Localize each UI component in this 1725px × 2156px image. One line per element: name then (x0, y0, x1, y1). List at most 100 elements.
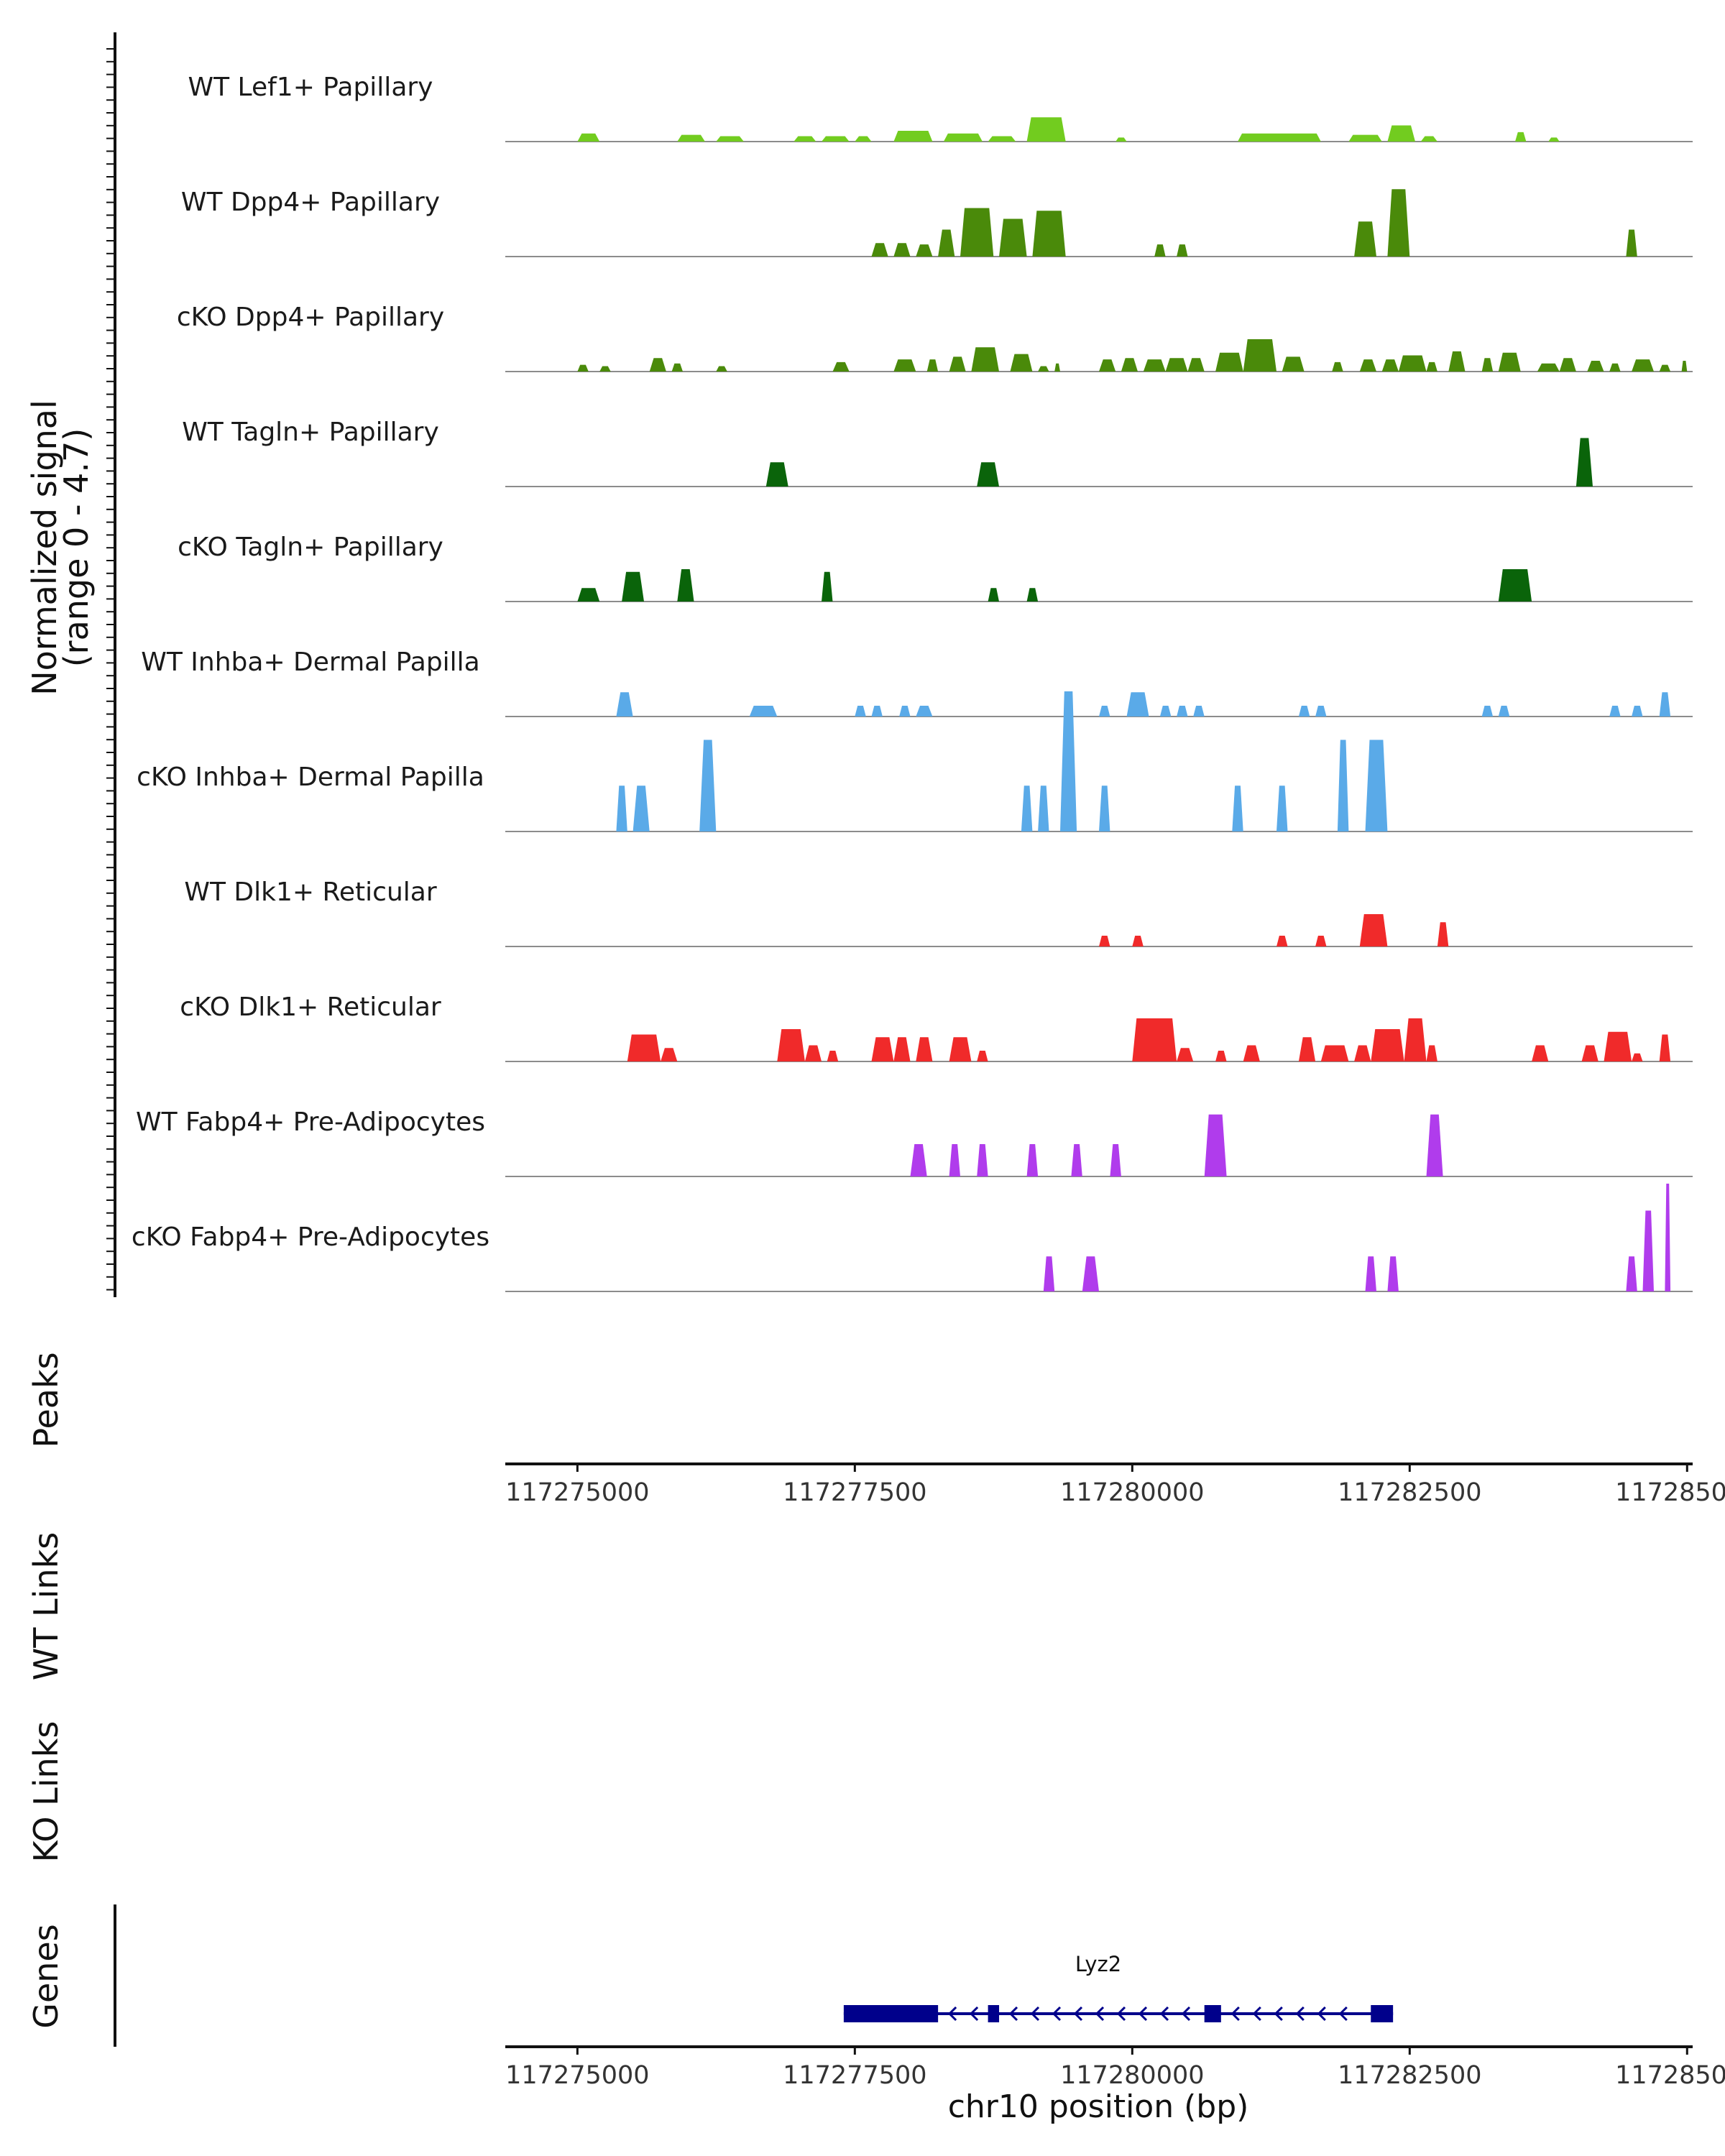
coverage-peak (1038, 786, 1049, 831)
coverage-peak (1121, 358, 1138, 372)
track-title: cKO Inhba+ Dermal Papilla (137, 763, 484, 792)
coverage-peak (1099, 786, 1110, 831)
x-ticks-bottom: 117275000 117277500 117280000 117282500 1172… (505, 2047, 1725, 2090)
coverage-peak (1232, 786, 1243, 831)
coverage-peak (827, 1051, 839, 1061)
strand-arrow (1008, 2006, 1018, 2022)
coverage-peak (822, 136, 850, 142)
coverage-peak (1082, 1256, 1099, 1291)
coverage-peak (622, 571, 644, 602)
coverage-peak (677, 569, 694, 602)
coverage-peak (1021, 786, 1033, 831)
coverage-peak (1215, 1051, 1227, 1061)
coverage-track: WT Tagln+ Papillary (182, 418, 1693, 487)
coverage-peak (1515, 132, 1527, 142)
coverage-peak (977, 1144, 988, 1176)
coverage-peak (1359, 914, 1388, 946)
coverage-peak (1387, 125, 1415, 142)
coverage-peak (1320, 1045, 1349, 1061)
coverage-track: WT Inhba+ Dermal Papilla (141, 648, 1693, 717)
peaks-side-label: Peaks (27, 1352, 65, 1447)
coverage-peak (1437, 922, 1449, 946)
coverage-peak (822, 571, 833, 602)
coverage-peak (765, 462, 788, 487)
track-title: cKO Dpp4+ Papillary (177, 303, 444, 332)
coverage-peak (1159, 706, 1172, 717)
coverage-peak (977, 462, 999, 487)
coverage-peak (1381, 359, 1399, 372)
coverage-peak (1177, 1048, 1194, 1061)
coverage-peak (1420, 136, 1438, 142)
coverage-peak (649, 358, 666, 372)
coverage-peak (1043, 1256, 1055, 1291)
strand-arrow (1138, 2006, 1148, 2022)
coverage-peak (1387, 1256, 1399, 1291)
coverage-peak (1481, 358, 1494, 372)
x-tick-label: 117275000 (505, 2061, 649, 2090)
strand-arrow (1030, 2006, 1040, 2022)
coverage-peak (1243, 1045, 1260, 1061)
coverage-peak (1576, 438, 1593, 487)
coverage-peak (794, 136, 816, 142)
coverage-peak (1238, 133, 1321, 142)
coverage-peak (1481, 706, 1494, 717)
coverage-peak (949, 356, 966, 372)
coverage-peak (1498, 352, 1521, 372)
coverage-peak (599, 366, 611, 372)
x-tick-label: 117277500 (783, 1478, 926, 1507)
coverage-track: cKO Dlk1+ Reticular (180, 992, 1693, 1062)
coverage-peak (1632, 1053, 1643, 1061)
coverage-peak (949, 1037, 972, 1061)
coverage-peak (1026, 117, 1066, 142)
coverage-peak (916, 1037, 933, 1061)
coverage-peak (677, 134, 705, 142)
coverage-peak (1099, 936, 1110, 946)
coverage-peak (804, 1045, 822, 1061)
coverage-peak (777, 1029, 805, 1061)
coverage-peak (1681, 361, 1688, 372)
x-axis-label: chr10 position (bp) (948, 2088, 1249, 2125)
coverage-track: WT Dpp4+ Papillary (181, 188, 1693, 257)
coverage-peak (1154, 244, 1166, 257)
coverage-peak (1632, 706, 1643, 717)
strand-arrow (947, 2006, 957, 2022)
strand-arrow (1116, 2006, 1126, 2022)
coverage-peak (926, 359, 939, 372)
strand-arrow (1274, 2006, 1283, 2022)
coverage-peak (893, 359, 916, 372)
coverage-peak (855, 136, 872, 142)
coverage-peak (1332, 361, 1343, 372)
coverage-peak (1071, 1144, 1082, 1176)
coverage-peak (1642, 1210, 1654, 1291)
coverage-peak (1404, 1018, 1427, 1061)
coverage-peak (716, 366, 727, 372)
gene-exon (1371, 2005, 1394, 2022)
coverage-peak (616, 692, 633, 717)
track-title: cKO Fabp4+ Pre-Adipocytes (132, 1222, 489, 1252)
coverage-peak (1426, 361, 1438, 372)
coverage-track: cKO Inhba+ Dermal Papilla (137, 691, 1693, 832)
coverage-peak (871, 706, 883, 717)
coverage-peak (999, 218, 1027, 257)
gene-model-layer: Lyz2 (843, 1952, 1394, 2022)
coverage-peak (977, 1051, 988, 1061)
coverage-peak (1365, 1256, 1376, 1291)
coverage-peak (943, 133, 983, 142)
coverage-peak (716, 136, 744, 142)
coverage-peak (988, 588, 999, 602)
ko-links-side-label: KO Links (27, 1721, 65, 1863)
coverage-peak (1532, 1045, 1549, 1061)
coverage-peak (632, 786, 650, 831)
coverage-peak (916, 706, 933, 717)
coverage-peak (1426, 1114, 1443, 1176)
y-axis-title: Normalized signal (range 0 - 4.7) (25, 400, 96, 696)
coverage-peak (893, 131, 933, 142)
coverage-peak (1165, 358, 1188, 372)
coverage-peak (749, 706, 778, 717)
x-tick-label: 117285000 (1615, 1478, 1725, 1507)
coverage-peak (577, 364, 589, 372)
x-ticks-top: 117275000 117277500 117280000 117282500 1172… (505, 1464, 1725, 1507)
coverage-peak (627, 1034, 661, 1061)
